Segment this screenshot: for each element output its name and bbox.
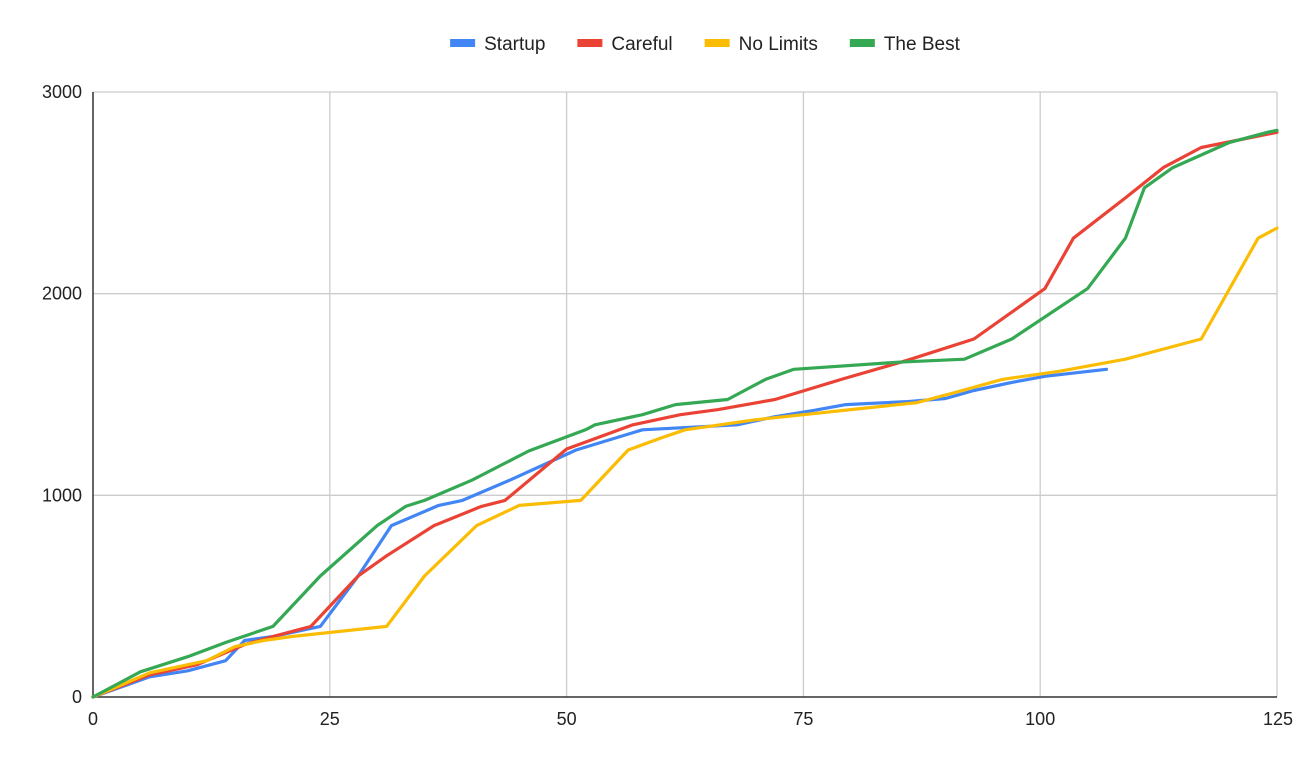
x-tick-label: 100 <box>1025 709 1055 729</box>
legend-swatch <box>704 39 730 47</box>
legend-swatch <box>577 39 603 47</box>
legend-label: The Best <box>884 34 961 55</box>
legend-label: No Limits <box>739 34 818 55</box>
x-tick-label: 0 <box>88 709 98 729</box>
legend-item-no-limits: No Limits <box>704 34 818 55</box>
x-tick-label: 75 <box>793 709 813 729</box>
legend-swatch <box>450 39 476 47</box>
legend-label: Startup <box>484 34 545 55</box>
grid-lines <box>93 91 1278 697</box>
legend-item-startup: Startup <box>450 34 545 55</box>
legend-item-the-best: The Best <box>849 34 961 55</box>
x-tick-label: 50 <box>557 709 577 729</box>
series-line-careful <box>91 130 1279 699</box>
series-lines <box>91 128 1279 699</box>
y-tick-label: 2000 <box>42 284 82 304</box>
series-line-no-limits <box>91 226 1279 699</box>
legend-label: Careful <box>611 34 672 55</box>
legend-swatch <box>849 39 875 47</box>
series-line-startup <box>91 367 1109 699</box>
y-tick-label: 0 <box>72 687 82 707</box>
x-tick-label: 125 <box>1263 709 1293 729</box>
series-line-the-best <box>91 128 1279 699</box>
y-tick-label: 3000 <box>42 82 82 102</box>
axes <box>92 92 1277 698</box>
legend-item-careful: Careful <box>577 34 673 55</box>
y-tick-label: 1000 <box>42 485 82 505</box>
legend: Startup Careful No Limits The Best <box>450 34 961 55</box>
x-tick-label: 25 <box>320 709 340 729</box>
tick-labels: 0 1000 2000 3000 0 25 50 75 100 125 <box>42 82 1293 729</box>
